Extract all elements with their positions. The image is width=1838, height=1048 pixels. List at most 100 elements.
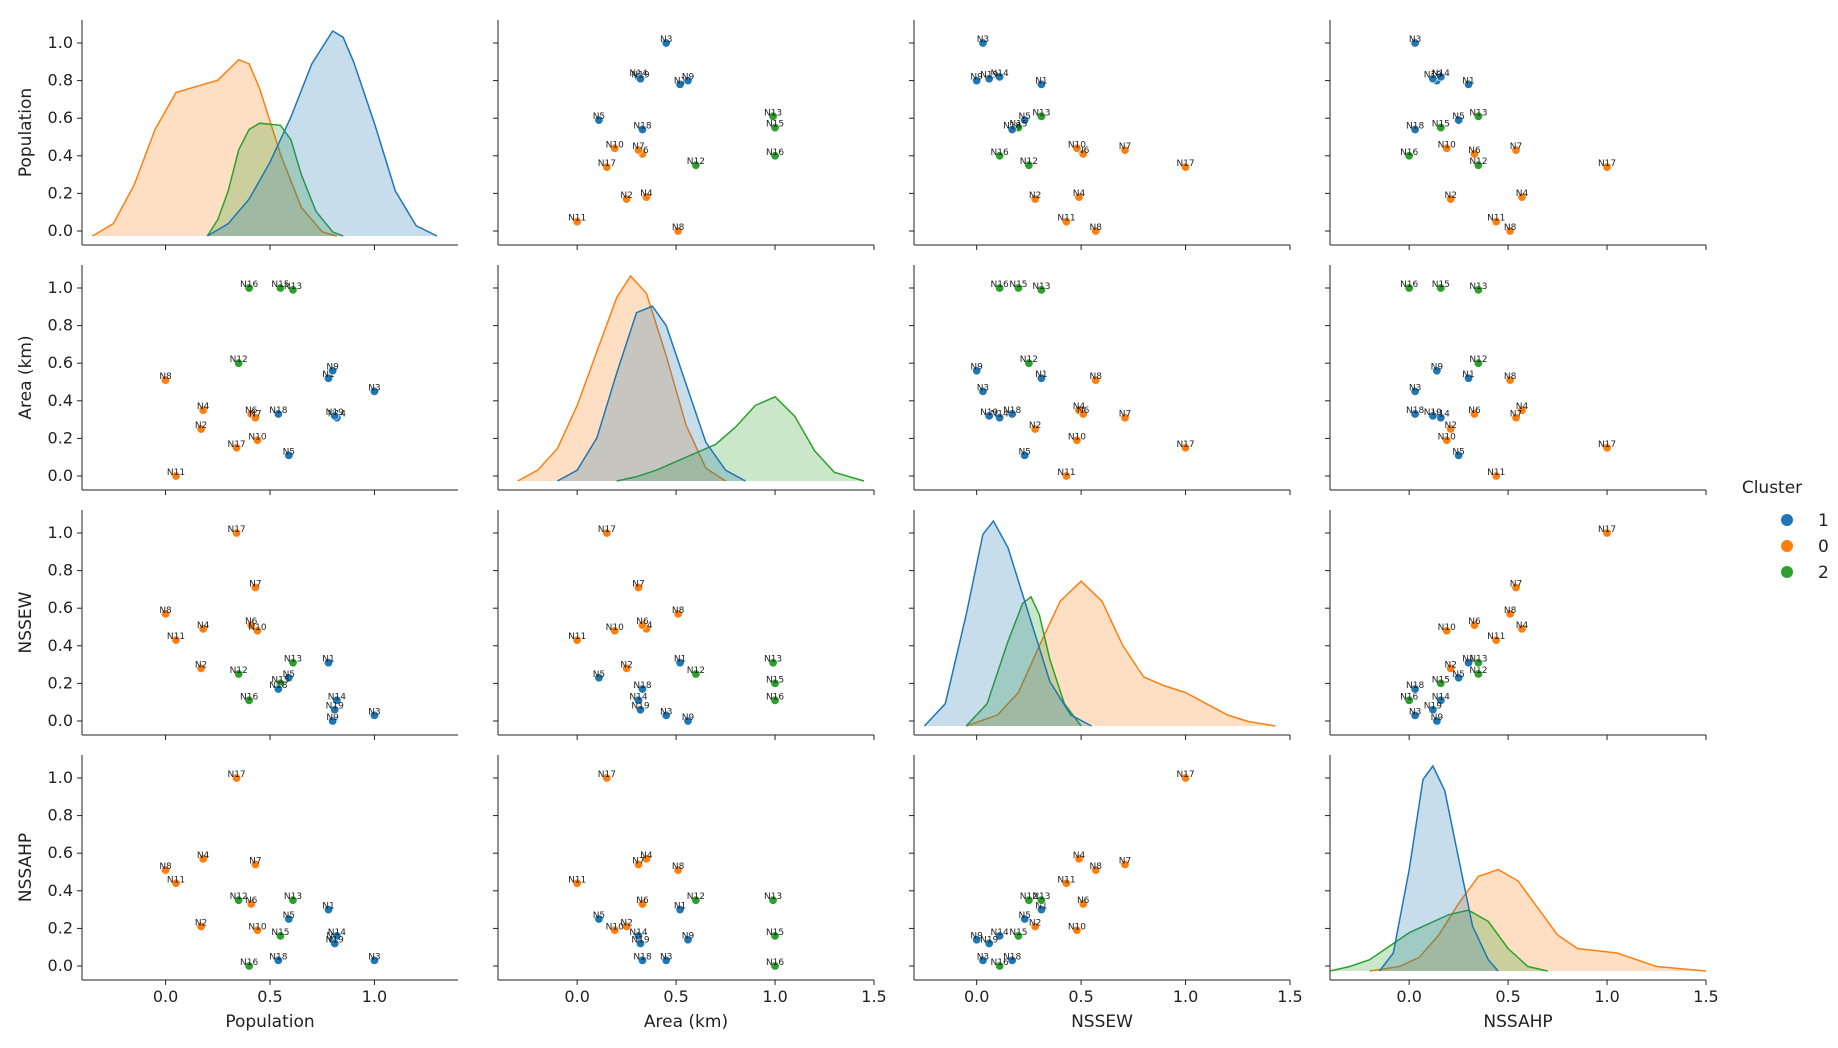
subplot-r0-c2: N1 N2 N3 N4 N5 N6 N7 N8 N9 N10 N11 N12 N13 N14 N15 N16 N… <box>909 20 1291 250</box>
point-label-n12: N12 <box>230 892 248 902</box>
data-point-n16 <box>244 283 254 293</box>
data-point-n13 <box>768 111 778 121</box>
data-point-n19 <box>1428 74 1438 84</box>
point-label-n5: N5 <box>1018 112 1030 122</box>
point-label-n9: N9 <box>326 713 339 723</box>
point-label-n7: N7 <box>1119 410 1131 420</box>
subplot-r3-c2: 0.0 0.5 1.0 1.5N1N2N3N4N5N6N7N8N9N10N11N12N… <box>909 755 1303 1032</box>
x-tick-label: 1.0 <box>1173 987 1198 1006</box>
subplot-r1-c3: N1 N2 N3 N4 N5 N6 N7 N8 N9 N10 N11 N12 N13 N14 N15 N16 N… <box>1325 265 1707 495</box>
data-point-n15 <box>1436 283 1446 293</box>
data-point-n1 <box>1464 658 1474 668</box>
point-label-n1: N1 <box>322 370 334 380</box>
x-tick-label: 1.5 <box>1693 987 1718 1006</box>
data-point-n18 <box>1007 124 1017 134</box>
point-label-n12: N12 <box>1469 666 1487 676</box>
point-label-n5: N5 <box>593 911 605 921</box>
point-label-n4: N4 <box>1516 621 1529 631</box>
y-tick-label: 0.0 <box>48 221 73 240</box>
kde-fill-cluster-2 <box>616 396 865 481</box>
data-point-n19 <box>330 411 340 421</box>
point-label-n8: N8 <box>1504 606 1517 616</box>
point-label-n7: N7 <box>1119 142 1131 152</box>
data-point-n3 <box>978 38 988 48</box>
legend-marker-cluster-1 <box>1781 514 1793 526</box>
y-tick-label: 1.0 <box>48 278 73 297</box>
point-label-n19: N19 <box>631 71 649 81</box>
data-point-n5 <box>594 673 604 683</box>
data-point-n15 <box>1436 678 1446 688</box>
point-label-n13: N13 <box>1469 655 1487 665</box>
point-label-n14: N14 <box>328 692 346 702</box>
point-label-n5: N5 <box>1452 670 1464 680</box>
data-point-n3 <box>369 955 379 965</box>
y-tick-label: 0.4 <box>48 881 73 900</box>
data-point-n19 <box>984 938 994 948</box>
data-point-n2 <box>622 663 632 673</box>
data-point-n12 <box>1473 358 1483 368</box>
data-point-n19 <box>635 705 645 715</box>
point-label-n3: N3 <box>660 35 672 45</box>
point-label-n16: N16 <box>991 280 1009 290</box>
data-point-n10 <box>1442 626 1452 636</box>
data-point-n4 <box>1074 192 1084 202</box>
data-point-n4 <box>641 854 651 864</box>
point-label-n6: N6 <box>1077 146 1090 156</box>
data-point-n16 <box>995 283 1005 293</box>
data-point-n5 <box>1020 115 1030 125</box>
data-point-n8 <box>1505 226 1515 236</box>
point-label-n13: N13 <box>764 655 782 665</box>
data-point-n11 <box>171 635 181 645</box>
point-label-n11: N11 <box>568 875 586 885</box>
point-label-n16: N16 <box>766 958 784 968</box>
point-label-n9: N9 <box>970 932 983 942</box>
data-point-n19 <box>1428 411 1438 421</box>
point-label-n17: N17 <box>1176 770 1194 780</box>
data-point-n3 <box>661 38 671 48</box>
data-point-n17 <box>232 443 242 453</box>
data-point-n2 <box>196 663 206 673</box>
point-label-n14: N14 <box>1432 692 1450 702</box>
point-label-n10: N10 <box>606 623 624 633</box>
point-label-n2: N2 <box>1444 421 1456 431</box>
data-point-n5 <box>1454 673 1464 683</box>
point-label-n5: N5 <box>1452 112 1464 122</box>
data-point-n4 <box>1517 192 1527 202</box>
point-label-n3: N3 <box>977 383 989 393</box>
point-label-n2: N2 <box>620 919 632 929</box>
point-label-n3: N3 <box>1409 35 1421 45</box>
point-label-n18: N18 <box>1003 952 1021 962</box>
point-label-n7: N7 <box>1119 856 1131 866</box>
data-point-n1 <box>1036 79 1046 89</box>
data-point-n5 <box>1020 450 1030 460</box>
point-label-n2: N2 <box>1029 919 1041 929</box>
data-point-n17 <box>602 773 612 783</box>
point-label-n6: N6 <box>1077 406 1090 416</box>
point-label-n19: N19 <box>980 408 998 418</box>
point-label-n16: N16 <box>240 692 258 702</box>
y-tick-label: 0.2 <box>48 918 73 937</box>
point-label-n13: N13 <box>1469 108 1487 118</box>
point-label-n7: N7 <box>1510 410 1522 420</box>
data-point-n3 <box>978 955 988 965</box>
point-label-n8: N8 <box>159 862 172 872</box>
point-label-n8: N8 <box>1089 862 1102 872</box>
data-point-n18 <box>1410 124 1420 134</box>
data-point-n17 <box>1181 443 1191 453</box>
data-point-n7 <box>1511 413 1521 423</box>
data-point-n17 <box>1181 162 1191 172</box>
point-label-n18: N18 <box>1406 121 1424 131</box>
kde-line-cluster-0 <box>517 274 727 482</box>
data-point-n8 <box>673 609 683 619</box>
point-label-n16: N16 <box>1400 692 1418 702</box>
data-point-n10 <box>610 925 620 935</box>
data-point-n3 <box>369 710 379 720</box>
point-label-n10: N10 <box>248 623 266 633</box>
point-label-n13: N13 <box>1032 892 1050 902</box>
data-point-n7 <box>634 583 644 593</box>
point-label-n18: N18 <box>1406 681 1424 691</box>
data-point-n14 <box>995 72 1005 82</box>
x-tick-label: 1.0 <box>362 987 387 1006</box>
point-label-n9: N9 <box>1431 713 1444 723</box>
point-label-n17: N17 <box>1598 440 1616 450</box>
